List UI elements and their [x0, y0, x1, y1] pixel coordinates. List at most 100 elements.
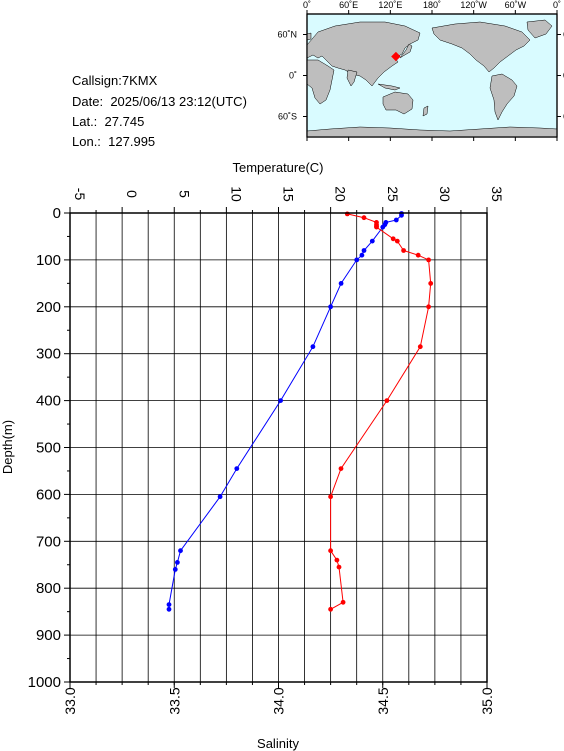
depth-tick-label: 400	[36, 393, 61, 410]
plot-tick-labels: -5 0 5 10 15 20 25 30 35 33.0 33.5 34.0 34.5 35.0 0 100…	[28, 186, 505, 714]
data-point-temperature	[278, 398, 283, 403]
land-north-america	[431, 21, 531, 73]
depth-tick-label: 100	[36, 252, 61, 269]
map-lon-label: 0˚	[553, 0, 561, 10]
lat-value: 27.745	[104, 114, 145, 129]
data-point-salinity	[328, 548, 333, 554]
map-lon-label: 120˚E	[378, 0, 402, 10]
data-point-salinity	[361, 215, 367, 221]
date-label: Date:	[72, 94, 104, 109]
data-point-temperature	[361, 248, 367, 253]
temperature-axis-title: Temperature(C)	[232, 160, 323, 175]
data-point-temperature	[399, 212, 404, 218]
depth-tick-label: 900	[36, 627, 61, 644]
map-lon-label: 60˚E	[339, 0, 358, 10]
map-lon-label: 120˚W	[460, 0, 487, 10]
data-point-temperature	[328, 304, 333, 310]
data-point-salinity	[338, 466, 344, 471]
map-lat-label: 60˚N	[277, 30, 297, 40]
depth-tick-label: 500	[36, 440, 61, 457]
data-point-salinity	[328, 606, 333, 612]
plot-grid	[69, 212, 488, 683]
data-point-temperature	[217, 494, 223, 500]
data-point-temperature	[234, 466, 240, 471]
station-marker-shape	[391, 51, 401, 62]
data-point-temperature	[359, 252, 365, 258]
map-ticks	[303, 10, 561, 141]
temperature-tick-label: 25	[385, 186, 401, 202]
data-point-salinity	[340, 599, 346, 605]
land-indonesia	[377, 83, 401, 91]
map-lon-label: 60˚W	[505, 0, 527, 10]
callsign-value: 7KMX	[121, 73, 158, 88]
data-point-salinity	[336, 564, 342, 570]
data-point-salinity	[390, 236, 396, 242]
data-point-salinity	[344, 211, 350, 217]
salinity-tick-label: 35.0	[479, 687, 495, 714]
temperature-tick-label: 15	[281, 186, 297, 202]
temperature-tick-label: 20	[333, 186, 349, 202]
depth-tick-label: 0	[53, 205, 61, 222]
salinity-tick-label: 33.5	[166, 687, 182, 714]
data-point-temperature	[172, 567, 178, 572]
salinity-tick-label: 34.0	[271, 687, 287, 714]
data-point-salinity	[426, 257, 431, 263]
data-point-salinity	[328, 494, 333, 500]
data-point-temperature	[310, 344, 316, 350]
depth-tick-label: 800	[36, 580, 61, 597]
depth-tick-label: 600	[36, 486, 61, 503]
map-lon-label: 180˚	[423, 0, 441, 10]
salinity-axis-title: Salinity	[257, 736, 299, 751]
map-land	[306, 19, 558, 138]
data-point-salinity	[401, 248, 406, 253]
temperature-tick-label: 35	[489, 186, 505, 202]
data-point-temperature	[380, 224, 386, 230]
depth-axis-title: Depth(m)	[0, 420, 15, 474]
temperature-tick-label: 5	[176, 190, 192, 198]
land-australia	[382, 91, 414, 115]
series-line-temperature	[168, 213, 402, 610]
data-point-salinity	[428, 281, 434, 286]
land-africa	[306, 59, 335, 105]
data-point-salinity	[374, 224, 379, 230]
depth-tick-label: 1000	[28, 674, 61, 691]
temperature-tick-label: 0	[124, 190, 140, 198]
land-greenland	[526, 19, 553, 39]
data-point-salinity	[426, 304, 431, 310]
data-point-temperature	[166, 602, 172, 607]
lat-label: Lat.:	[72, 114, 98, 129]
data-point-temperature	[354, 257, 360, 263]
data-point-salinity	[394, 238, 400, 244]
series-line-salinity	[330, 213, 432, 610]
map-lon-label: 0˚	[303, 0, 311, 10]
data-point-temperature	[369, 238, 375, 244]
depth-tick-label: 700	[36, 533, 61, 550]
temperature-tick-label: -5	[72, 188, 88, 201]
data-point-temperature	[393, 217, 399, 223]
salinity-tick-label: 33.0	[62, 687, 78, 714]
depth-tick-label: 300	[36, 346, 61, 363]
data-point-temperature	[175, 560, 180, 565]
lon-label: Lon.:	[72, 134, 101, 149]
map-lat-label: 0˚	[289, 71, 297, 81]
land-uk	[306, 32, 312, 41]
plot-series	[166, 211, 434, 612]
salinity-tick-label: 34.5	[375, 687, 391, 714]
data-point-temperature	[338, 281, 344, 286]
plot-frame	[69, 212, 488, 683]
data-point-salinity	[415, 252, 421, 258]
land-japan	[399, 43, 413, 59]
data-point-temperature	[166, 606, 172, 612]
map-lat-label: 60˚S	[278, 112, 297, 122]
land-eurasia	[306, 21, 421, 87]
date-value: 2025/06/13 23:12(UTC)	[110, 94, 247, 109]
data-point-salinity	[417, 344, 423, 350]
data-point-temperature	[178, 548, 183, 554]
callsign-label: Callsign:	[72, 73, 122, 88]
data-point-salinity	[334, 557, 340, 563]
depth-tick-label: 200	[36, 299, 61, 316]
station-marker	[391, 51, 401, 62]
lon-value: 127.995	[108, 134, 156, 149]
